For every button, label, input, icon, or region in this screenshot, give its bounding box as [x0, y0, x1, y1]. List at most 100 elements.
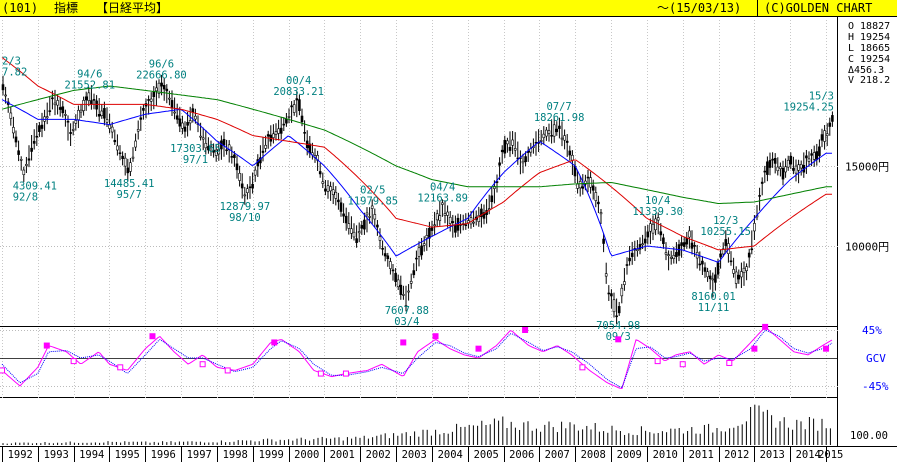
candle-body: [103, 108, 106, 119]
candle-body: [708, 275, 712, 280]
candle-body: [820, 134, 824, 141]
candle-body: [825, 133, 829, 136]
ma-mid-line: [1, 57, 832, 251]
candle-body: [630, 252, 634, 257]
year-tick-label: 2005: [474, 449, 499, 461]
candle-body: [823, 130, 826, 142]
candle-body: [287, 116, 291, 118]
candle-body: [303, 132, 306, 134]
candle-body: [370, 205, 374, 209]
gcv-marker: [0, 367, 5, 374]
candle-body: [45, 116, 49, 119]
candle-body: [222, 139, 226, 146]
candle-body: [248, 186, 252, 189]
candle-body: [126, 167, 130, 174]
candle-body: [792, 168, 795, 171]
candle-body: [417, 247, 421, 257]
year-tick-label: 2000: [294, 449, 319, 461]
candle-body: [373, 214, 377, 220]
candle-body: [246, 188, 249, 193]
candle-body: [79, 109, 83, 113]
candle-body: [701, 260, 704, 265]
candle-body: [610, 293, 613, 297]
year-tick-label: 2012: [724, 449, 749, 461]
candle-body: [508, 146, 512, 151]
candle-body: [441, 202, 444, 205]
year-tick-label: 1994: [79, 449, 104, 461]
candle-body: [602, 238, 605, 244]
candle-body: [591, 185, 595, 191]
candle-body: [797, 164, 800, 171]
candle-body: [737, 274, 741, 280]
low-value: L 18665: [848, 43, 890, 54]
peak-annotation: 14485.41: [104, 178, 155, 190]
candle-body: [407, 290, 410, 293]
candle-body: [597, 201, 600, 205]
candle-body: [706, 271, 709, 278]
candle-body: [274, 131, 278, 135]
change-value: Δ456.3: [848, 65, 884, 76]
gcv-marker: [342, 370, 349, 377]
candle-body: [97, 114, 101, 117]
year-tick-label: 1995: [115, 449, 140, 461]
gcv-marker: [522, 327, 529, 333]
candle-body: [331, 189, 335, 195]
open-value: O 18827: [848, 21, 890, 32]
gcv-marker: [823, 345, 830, 352]
gcv-marker: [271, 339, 278, 346]
candle-body: [9, 112, 13, 119]
year-tick-label: 1998: [223, 449, 248, 461]
year-tick-label: 2013: [760, 449, 785, 461]
candle-body: [815, 151, 819, 160]
candle-body: [620, 287, 624, 297]
candle-body: [672, 254, 676, 259]
candle-body: [48, 110, 52, 112]
candle-body: [204, 143, 208, 149]
candle-body: [768, 160, 772, 168]
candle-body: [108, 124, 111, 129]
candle-body: [152, 91, 156, 97]
candle-body: [680, 242, 683, 246]
candle-body: [763, 170, 767, 173]
peak-annotation: 03/4: [394, 316, 419, 328]
peak-annotation: 20833.21: [273, 86, 324, 98]
candle-body: [547, 130, 551, 134]
candle-body: [175, 115, 179, 120]
candle-body: [435, 213, 439, 221]
candle-body: [716, 262, 720, 275]
candle-body: [742, 267, 746, 274]
candle-body: [113, 139, 117, 143]
candle-body: [209, 144, 213, 147]
candle-body: [110, 126, 114, 133]
candle-body: [350, 228, 353, 234]
candle-body: [662, 237, 665, 244]
volume-tick-label: 100.00: [850, 430, 888, 442]
candle-body: [771, 158, 774, 161]
candle-body: [565, 140, 569, 143]
gcv-marker: [679, 361, 686, 368]
gcv-tick-label: -45%: [862, 380, 889, 393]
candle-body: [84, 96, 88, 101]
candle-body: [539, 140, 543, 142]
candle-body: [1, 84, 5, 91]
price-tick-label: 15000円: [845, 161, 889, 174]
candle-body: [703, 267, 707, 272]
peak-annotation: 8160.01: [691, 291, 735, 303]
candle-body: [360, 225, 364, 229]
candle-body: [766, 161, 769, 175]
candle-body: [27, 158, 31, 161]
candle-body: [794, 165, 798, 174]
candle-body: [563, 135, 566, 141]
candle-body: [376, 224, 379, 228]
candle-body: [116, 145, 119, 151]
candle-body: [279, 127, 283, 134]
candle-body: [675, 252, 678, 257]
candle-body: [786, 159, 790, 168]
candle-body: [810, 153, 813, 156]
candle-body: [651, 223, 655, 234]
ma-long-line: [1, 85, 832, 204]
candle-body: [261, 150, 265, 153]
candle-body: [272, 133, 275, 138]
candle-body: [186, 122, 189, 126]
